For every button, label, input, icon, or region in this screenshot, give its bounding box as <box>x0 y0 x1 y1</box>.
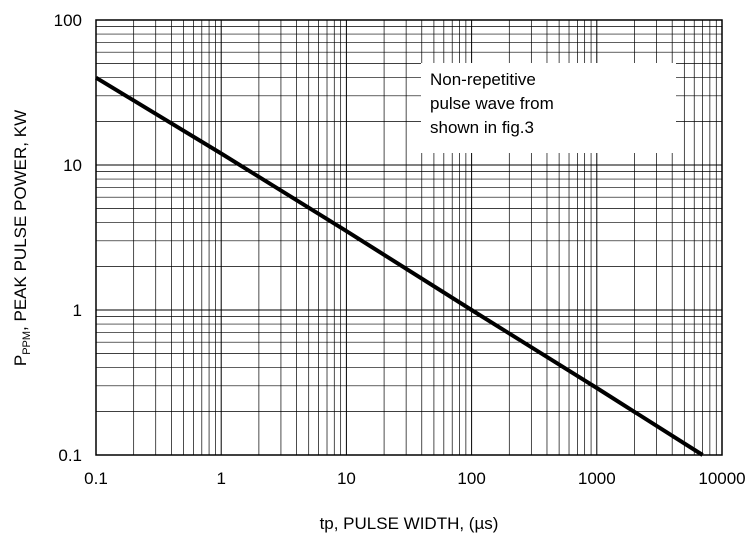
annotation-line-1: Non-repetitive <box>430 70 536 89</box>
y-tick-label: 0.1 <box>58 446 82 465</box>
y-tick-label: 100 <box>54 11 82 30</box>
y-tick-label: 10 <box>63 156 82 175</box>
x-tick-label: 1 <box>216 469 225 488</box>
y-axis-title-rest: , PEAK PULSE POWER, KW <box>11 110 30 331</box>
y-axis-title-subscript: PPM <box>21 331 33 355</box>
x-tick-label: 1000 <box>578 469 616 488</box>
y-axis-title-main: P <box>11 355 30 366</box>
x-tick-label: 100 <box>457 469 485 488</box>
series-line <box>94 75 704 457</box>
annotation-line-3: shown in fig.3 <box>430 118 534 137</box>
x-tick-label: 0.1 <box>84 469 108 488</box>
series-group <box>94 75 704 457</box>
annotation-line-2: pulse wave from <box>430 94 554 113</box>
annotation-background <box>421 63 676 153</box>
x-tick-label: 10000 <box>698 469 745 488</box>
x-tick-label: 10 <box>337 469 356 488</box>
plot-frame <box>95 19 723 456</box>
x-axis-title: tp, PULSE WIDTH, (µs) <box>320 514 499 533</box>
tick-labels: 0.1 1 10 100 1000 10000 0.1 1 10 100 <box>54 11 746 488</box>
y-tick-label: 1 <box>73 301 82 320</box>
y-axis-title: PPPM, PEAK PULSE POWER, KW <box>11 110 33 366</box>
